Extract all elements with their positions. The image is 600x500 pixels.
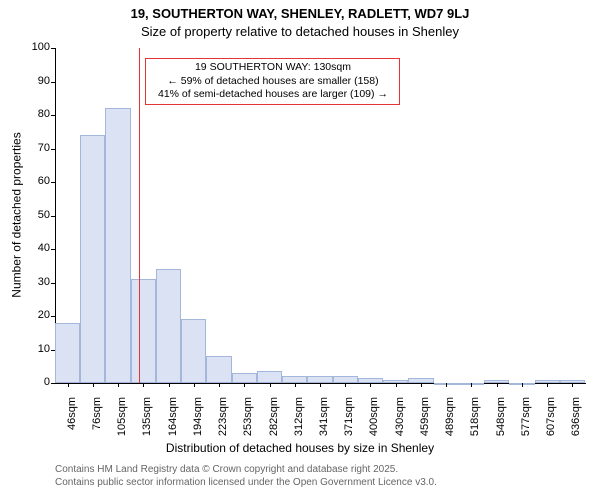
marker-vline <box>139 48 140 383</box>
histogram-bar <box>206 356 231 383</box>
x-tick-label: 607sqm <box>545 397 557 447</box>
x-tick-mark <box>396 383 397 387</box>
footer-line1: Contains HM Land Registry data © Crown c… <box>55 463 437 476</box>
x-tick-label: 371sqm <box>343 397 355 447</box>
y-tick-label: 100 <box>20 41 50 53</box>
y-tick-mark <box>51 82 55 83</box>
x-tick-mark <box>446 383 447 387</box>
x-tick-label: 548sqm <box>495 397 507 447</box>
histogram-bar <box>333 376 358 383</box>
y-tick-label: 60 <box>20 175 50 187</box>
y-tick-mark <box>51 316 55 317</box>
histogram-bar <box>257 371 282 383</box>
x-tick-label: 253sqm <box>242 397 254 447</box>
chart-subtitle: Size of property relative to detached ho… <box>0 24 600 39</box>
x-tick-label: 518sqm <box>469 397 481 447</box>
y-tick-label: 50 <box>20 209 50 221</box>
annotation-line1: 19 SOUTHERTON WAY: 130sqm <box>150 61 395 75</box>
histogram-bar <box>307 376 332 383</box>
x-tick-mark <box>421 383 422 387</box>
x-tick-label: 194sqm <box>192 397 204 447</box>
histogram-bar <box>80 135 105 383</box>
annotation-line3: 41% of semi-detached houses are larger (… <box>150 88 395 102</box>
chart-container: 19, SOUTHERTON WAY, SHENLEY, RADLETT, WD… <box>0 0 600 500</box>
x-tick-mark <box>547 383 548 387</box>
histogram-bar <box>181 319 206 383</box>
x-tick-label: 164sqm <box>167 397 179 447</box>
x-tick-mark <box>320 383 321 387</box>
x-tick-label: 282sqm <box>268 397 280 447</box>
y-tick-label: 80 <box>20 108 50 120</box>
y-tick-mark <box>51 48 55 49</box>
histogram-bar <box>131 279 156 383</box>
y-tick-mark <box>51 216 55 217</box>
x-tick-label: 489sqm <box>444 397 456 447</box>
x-tick-mark <box>169 383 170 387</box>
x-tick-mark <box>244 383 245 387</box>
x-tick-label: 400sqm <box>368 397 380 447</box>
x-tick-mark <box>118 383 119 387</box>
y-tick-label: 10 <box>20 343 50 355</box>
annotation-box: 19 SOUTHERTON WAY: 130sqm ← 59% of detac… <box>145 58 400 105</box>
x-tick-mark <box>219 383 220 387</box>
x-tick-label: 46sqm <box>66 397 78 447</box>
histogram-bar <box>105 108 130 383</box>
x-tick-label: 577sqm <box>520 397 532 447</box>
y-tick-mark <box>51 149 55 150</box>
y-tick-label: 70 <box>20 142 50 154</box>
x-tick-label: 312sqm <box>293 397 305 447</box>
x-tick-label: 135sqm <box>141 397 153 447</box>
y-tick-mark <box>51 383 55 384</box>
x-tick-mark <box>497 383 498 387</box>
x-tick-mark <box>270 383 271 387</box>
histogram-bar <box>282 376 307 383</box>
histogram-bar <box>156 269 181 383</box>
x-tick-label: 459sqm <box>419 397 431 447</box>
y-tick-label: 30 <box>20 276 50 288</box>
y-tick-mark <box>51 182 55 183</box>
y-tick-label: 20 <box>20 309 50 321</box>
x-tick-mark <box>295 383 296 387</box>
x-tick-mark <box>68 383 69 387</box>
y-tick-mark <box>51 283 55 284</box>
x-tick-mark <box>471 383 472 387</box>
x-tick-label: 636sqm <box>570 397 582 447</box>
histogram-bar <box>55 323 80 383</box>
chart-title: 19, SOUTHERTON WAY, SHENLEY, RADLETT, WD… <box>0 6 600 21</box>
x-tick-mark <box>143 383 144 387</box>
y-tick-label: 0 <box>20 376 50 388</box>
y-tick-label: 90 <box>20 75 50 87</box>
x-tick-label: 223sqm <box>217 397 229 447</box>
y-tick-mark <box>51 115 55 116</box>
x-tick-label: 76sqm <box>91 397 103 447</box>
footer-line2: Contains public sector information licen… <box>55 476 437 489</box>
x-tick-mark <box>194 383 195 387</box>
footer-text: Contains HM Land Registry data © Crown c… <box>55 463 437 489</box>
x-tick-label: 105sqm <box>116 397 128 447</box>
x-tick-label: 341sqm <box>318 397 330 447</box>
y-tick-label: 40 <box>20 242 50 254</box>
histogram-bar <box>232 373 257 383</box>
x-tick-mark <box>370 383 371 387</box>
y-tick-mark <box>51 249 55 250</box>
x-tick-mark <box>93 383 94 387</box>
x-tick-label: 430sqm <box>394 397 406 447</box>
x-tick-mark <box>345 383 346 387</box>
x-tick-mark <box>572 383 573 387</box>
x-tick-mark <box>522 383 523 387</box>
annotation-line2: ← 59% of detached houses are smaller (15… <box>150 75 395 89</box>
